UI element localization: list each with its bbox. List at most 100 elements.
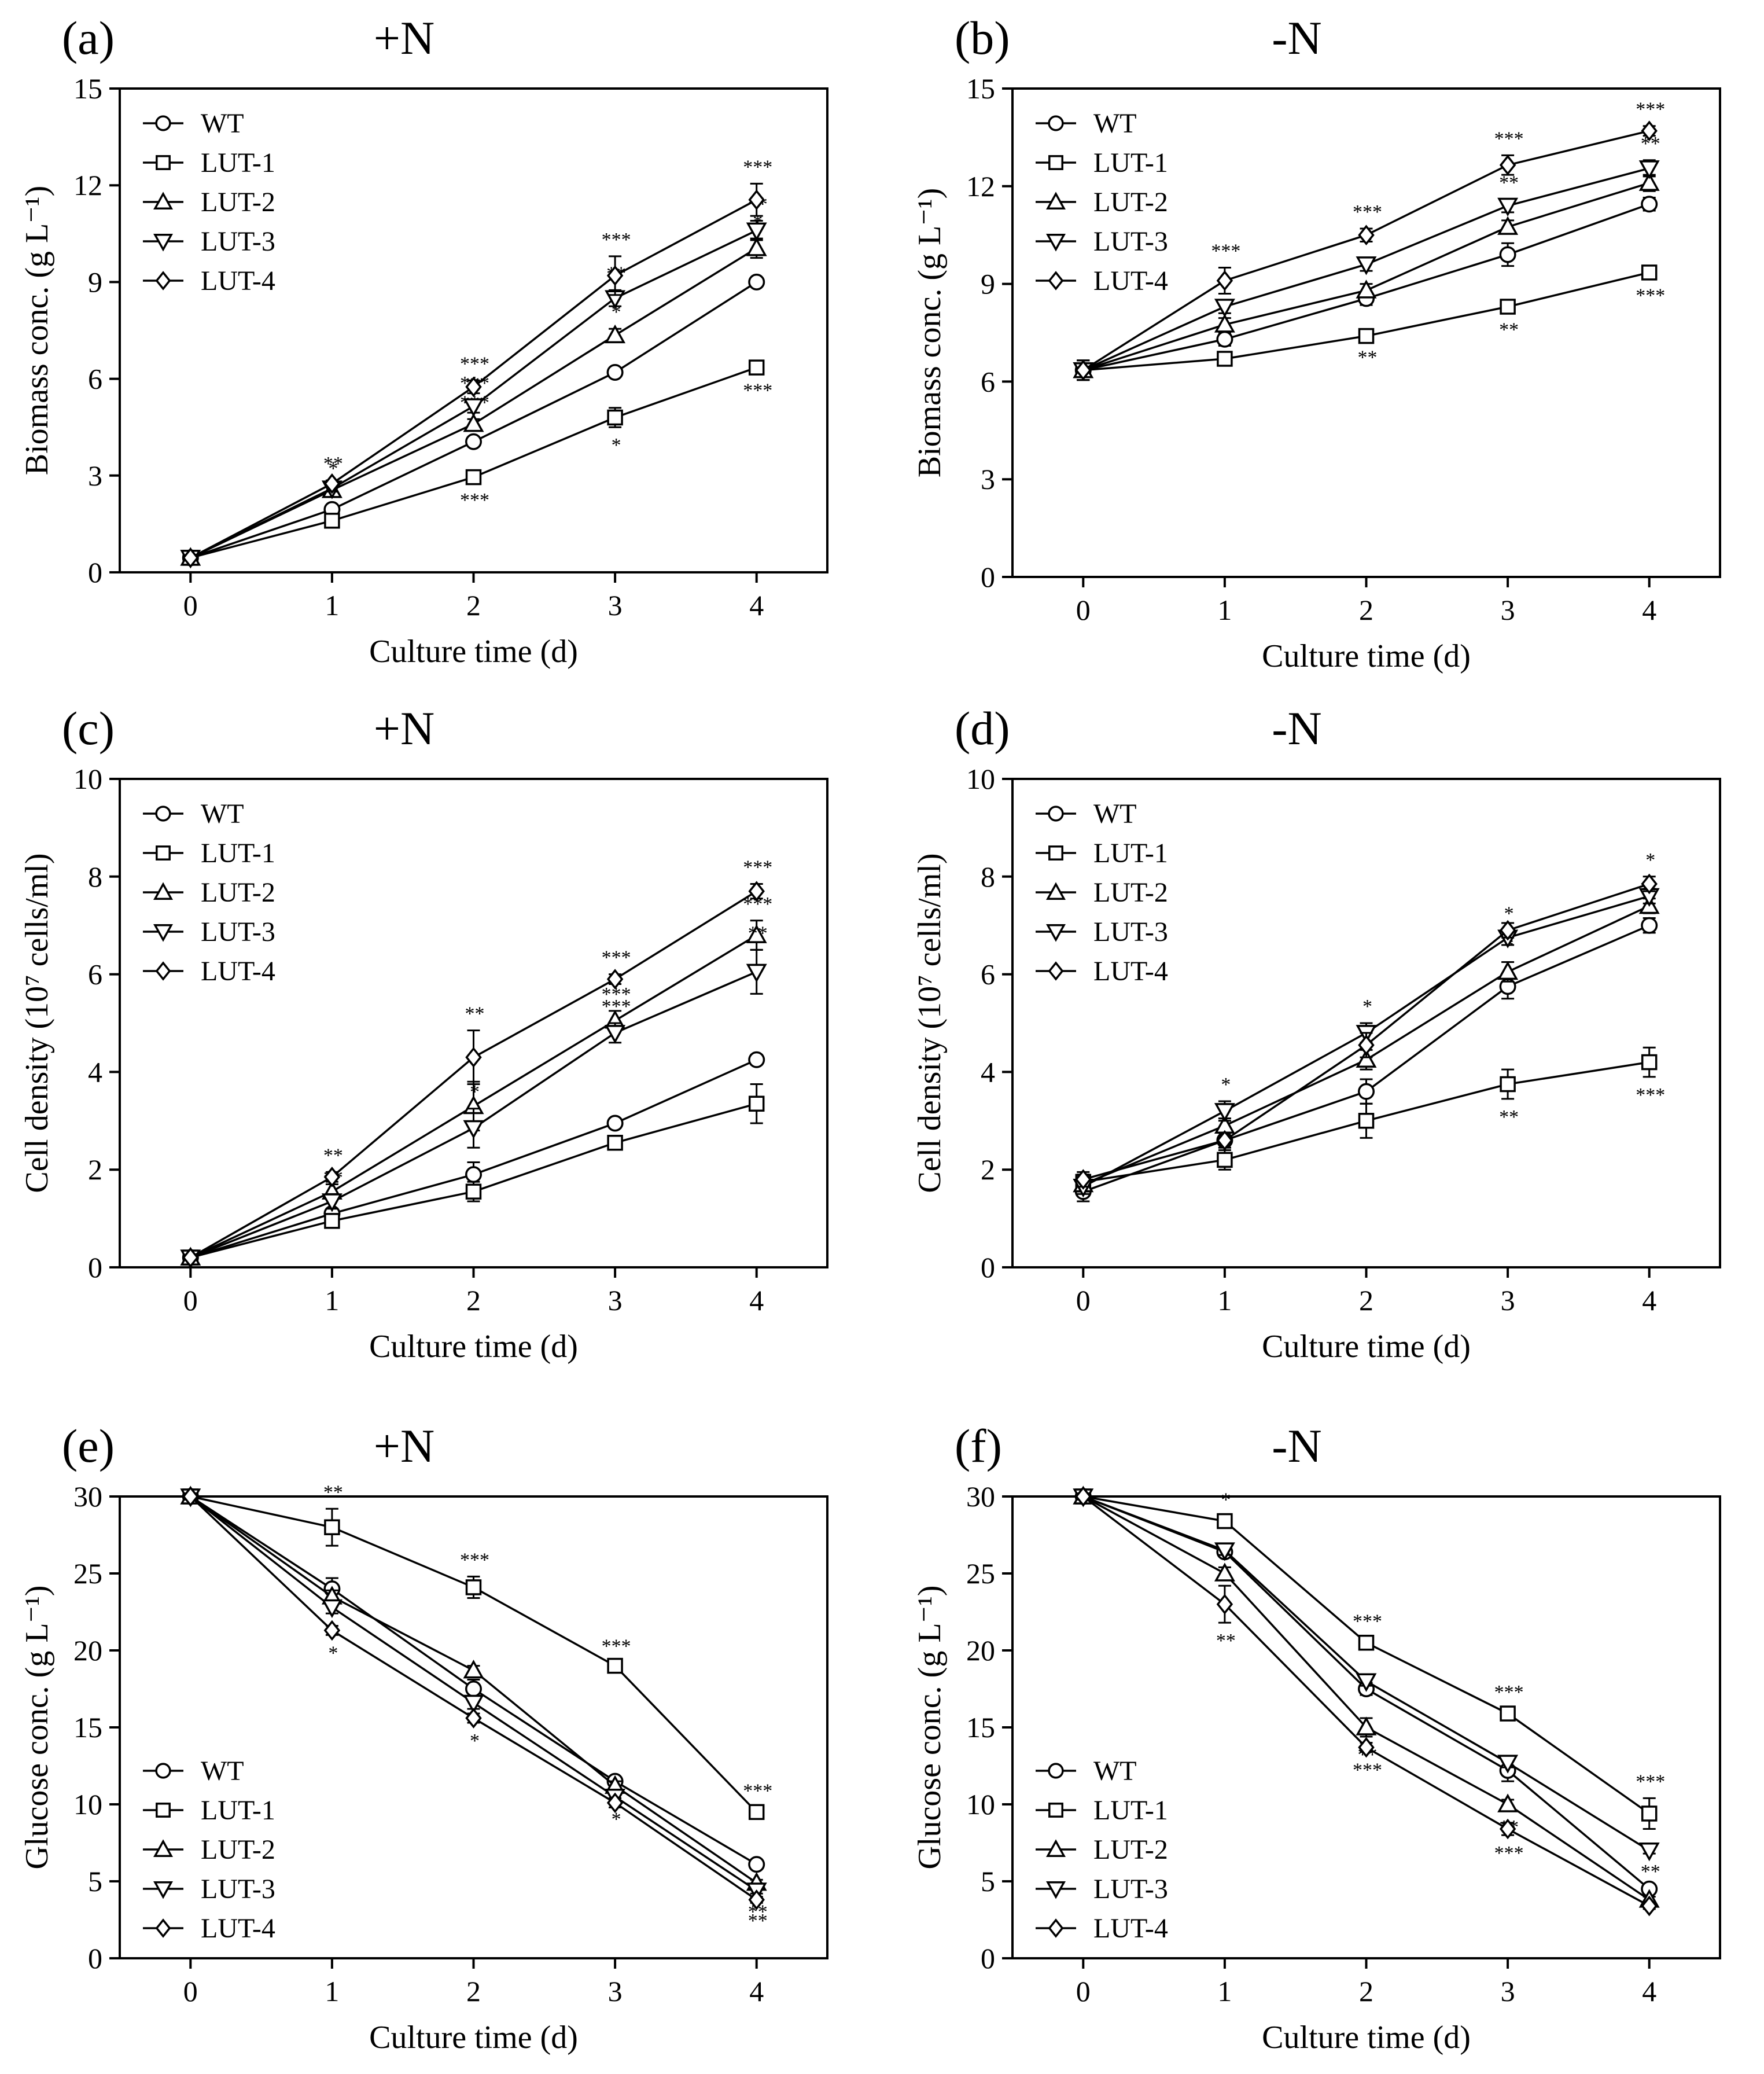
y-tick-label: 8 <box>981 861 995 893</box>
significance-mark: * <box>1221 1490 1231 1511</box>
data-point <box>746 222 767 241</box>
data-point <box>1358 328 1375 344</box>
x-tick-label: 2 <box>466 1975 481 2007</box>
y-tick-label: 15 <box>966 1711 995 1744</box>
data-point <box>1216 1130 1233 1151</box>
significance-mark: *** <box>460 1549 489 1571</box>
legend-marker-lut-1 <box>156 845 171 861</box>
x-tick-label: 2 <box>466 589 481 622</box>
legend-label: LUT-3 <box>201 1874 275 1904</box>
significance-mark: ** <box>465 1003 485 1025</box>
x-tick-label: 1 <box>325 589 339 622</box>
data-point <box>605 324 626 344</box>
data-point <box>1641 1805 1658 1822</box>
x-axis-title: Culture time (d) <box>1262 638 1471 674</box>
significance-mark: *** <box>743 380 772 401</box>
legend-marker-lut-2 <box>1046 192 1066 209</box>
x-tick-label: 4 <box>749 1284 764 1317</box>
data-point <box>1356 1716 1377 1735</box>
legend-marker-lut-3 <box>1046 1881 1066 1899</box>
panel-letter: (c) <box>62 702 115 755</box>
x-tick-label: 1 <box>325 1284 339 1317</box>
legend-marker-lut-3 <box>153 234 173 252</box>
data-point <box>1499 246 1516 263</box>
legend: WT LUT-1 LUT-2 LUT-3 LUT-4 <box>143 108 275 296</box>
significance-mark: *** <box>1636 1771 1665 1792</box>
panel-e: 0 5 10 15 20 25 30 0 1 2 3 4 Culture time (d) Glucose… <box>19 1420 828 2055</box>
y-tick-label: 0 <box>981 1942 995 1974</box>
x-axis-title: Culture time (d) <box>369 2020 578 2055</box>
x-tick-label: 0 <box>183 589 198 622</box>
legend-marker-lut-4 <box>1048 271 1064 290</box>
legend-marker-lut-3 <box>1046 924 1066 942</box>
legend-marker-wt <box>155 115 171 131</box>
panel-c: 0 2 4 6 8 10 0 1 2 3 4 Culture time (d) Cell density… <box>19 702 828 1365</box>
legend-label: WT <box>201 799 244 829</box>
legend-marker-wt <box>1048 806 1064 822</box>
data-point <box>1214 299 1235 318</box>
x-tick-label: 4 <box>1642 1975 1656 2007</box>
significance-mark: * <box>328 458 338 480</box>
y-axis-title: Cell density (10⁷ cells/ml) <box>912 853 948 1193</box>
y-axis-title: Cell density (10⁷ cells/ml) <box>19 853 55 1193</box>
legend-label: WT <box>1093 799 1137 829</box>
data-point <box>1641 264 1658 281</box>
significance-mark: ** <box>1499 1106 1519 1128</box>
legend-marker-lut-1 <box>1048 1803 1063 1818</box>
y-tick-label: 10 <box>966 1788 995 1821</box>
data-point <box>324 513 340 529</box>
data-point <box>465 1680 482 1697</box>
legend-label: LUT-3 <box>201 917 275 947</box>
y-tick-label: 0 <box>88 1942 102 1974</box>
legend-marker-lut-1 <box>156 155 171 170</box>
x-tick-label: 4 <box>749 1975 764 2007</box>
x-axis-title: Culture time (d) <box>1262 2020 1471 2055</box>
data-point <box>1358 1737 1375 1758</box>
panel-letter: (b) <box>955 12 1010 64</box>
significance-mark: *** <box>1494 1843 1524 1864</box>
legend-label: LUT-1 <box>1093 148 1168 178</box>
x-tick-label: 4 <box>749 589 764 622</box>
data-point <box>1499 920 1516 941</box>
data-point <box>465 1708 482 1729</box>
significance-mark: *** <box>602 1635 631 1657</box>
data-point <box>463 398 484 417</box>
y-tick-label: 25 <box>73 1557 102 1590</box>
significance-mark: * <box>1221 1074 1231 1095</box>
x-tick-label: 2 <box>1359 1975 1373 2007</box>
significance-mark: * <box>470 1730 480 1752</box>
legend-label: LUT-1 <box>201 148 275 178</box>
y-tick-label: 3 <box>88 459 102 492</box>
data-point <box>1497 216 1519 235</box>
y-axis-title: Glucose conc. (g L⁻¹) <box>912 1585 948 1869</box>
significance-mark: *** <box>1494 1682 1524 1703</box>
x-tick-label: 0 <box>1076 1284 1091 1317</box>
data-point <box>606 265 624 286</box>
x-tick-label: 2 <box>466 1284 481 1317</box>
data-point <box>1214 1542 1235 1561</box>
data-point <box>607 1135 623 1151</box>
y-tick-label: 2 <box>88 1153 102 1186</box>
data-point <box>1358 1083 1375 1100</box>
y-tick-label: 0 <box>981 561 995 593</box>
legend: WT LUT-1 LUT-2 LUT-3 LUT-4 <box>143 1756 275 1944</box>
series-line <box>190 1495 757 1813</box>
series-lut-1: *********** <box>182 1481 772 1821</box>
data-point <box>1075 1169 1092 1190</box>
legend-marker-wt <box>1048 1763 1064 1779</box>
significance-mark: ** <box>748 1910 768 1932</box>
data-point <box>321 1599 343 1619</box>
data-point <box>324 1213 340 1229</box>
panel-title: +N <box>374 702 434 755</box>
legend-label: LUT-4 <box>201 266 275 296</box>
legend-marker-lut-4 <box>1048 1918 1064 1938</box>
legend-marker-lut-1 <box>156 1803 171 1818</box>
x-tick-label: 1 <box>1217 1284 1232 1317</box>
data-point <box>323 473 341 494</box>
significance-mark: ** <box>1499 319 1519 340</box>
y-tick-label: 8 <box>88 861 102 893</box>
legend-marker-lut-2 <box>1046 1839 1066 1857</box>
significance-mark: *** <box>1494 128 1524 149</box>
data-point <box>1641 1054 1658 1071</box>
